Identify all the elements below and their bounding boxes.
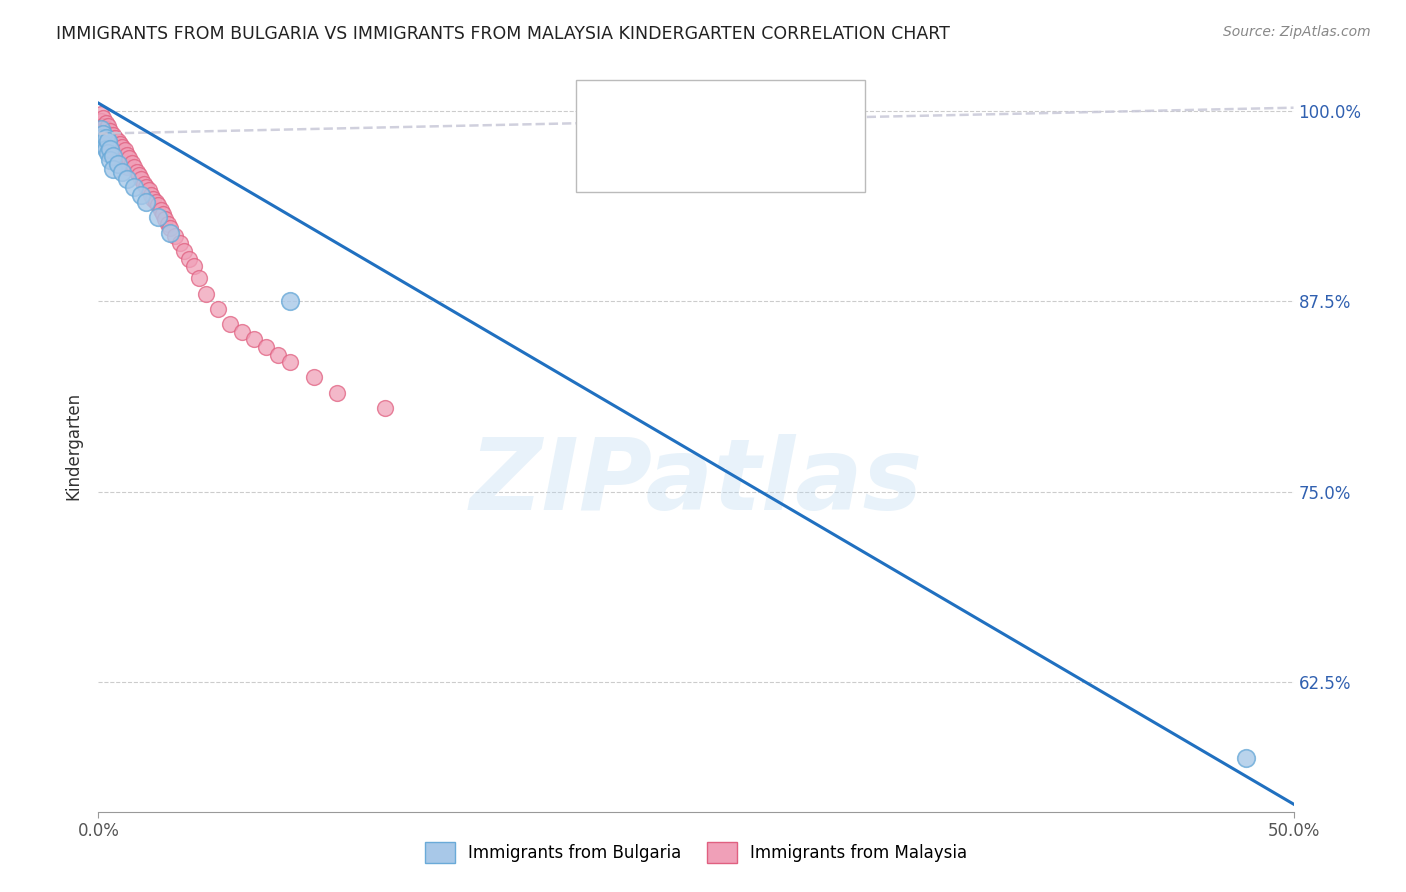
Point (107, 157, 129, 171)
Point (101, 149, 124, 163)
Point (142, 192, 165, 206)
Point (131, 187, 153, 202)
Point (91, 119, 114, 133)
Point (207, 301, 229, 316)
Point (128, 168, 150, 182)
Point (187, 271, 209, 285)
Point (98, 138, 122, 153)
Point (104, 131, 127, 145)
Point (139, 187, 162, 202)
Point (131, 172, 153, 186)
Point (111, 140, 134, 154)
Legend: Immigrants from Bulgaria, Immigrants from Malaysia: Immigrants from Bulgaria, Immigrants fro… (418, 836, 974, 869)
Point (243, 332, 266, 346)
Point (114, 144, 136, 158)
Point (94, 122, 117, 136)
Point (254, 340, 277, 354)
Point (97, 134, 120, 148)
Point (111, 165, 134, 179)
Point (219, 317, 242, 331)
Point (374, 401, 396, 415)
Point (231, 325, 253, 339)
Point (1234, 751, 1257, 765)
Point (278, 355, 301, 369)
Point (104, 142, 127, 156)
Point (173, 244, 195, 258)
Point (91, 127, 114, 141)
Text: IMMIGRANTS FROM BULGARIA VS IMMIGRANTS FROM MALAYSIA KINDERGARTEN CORRELATION CH: IMMIGRANTS FROM BULGARIA VS IMMIGRANTS F… (56, 25, 950, 43)
Y-axis label: Kindergarten: Kindergarten (65, 392, 83, 500)
Point (302, 370, 325, 384)
Point (132, 177, 155, 191)
Point (135, 195, 157, 210)
Point (98, 131, 122, 145)
Point (101, 137, 124, 152)
Point (108, 149, 131, 163)
Point (138, 183, 160, 197)
Point (115, 148, 138, 162)
Text: ZIPatlas: ZIPatlas (470, 434, 922, 531)
Point (145, 195, 167, 210)
Point (159, 221, 181, 235)
Point (90, 131, 112, 145)
Point (91, 137, 114, 152)
Point (97, 134, 120, 148)
Point (135, 180, 157, 194)
Point (97, 119, 120, 133)
Text: Source: ZipAtlas.com: Source: ZipAtlas.com (1223, 25, 1371, 39)
Point (98, 153, 122, 167)
Text: R = -0.951   N = 22: R = -0.951 N = 22 (640, 114, 846, 132)
Point (115, 172, 138, 186)
Point (121, 155, 143, 169)
Point (94, 142, 117, 156)
Text: R =  0.103   N = 63: R = 0.103 N = 63 (640, 150, 846, 168)
Point (107, 134, 129, 148)
Point (118, 151, 141, 165)
Point (107, 145, 129, 159)
Point (98, 142, 122, 156)
Point (90, 122, 112, 136)
Point (91, 112, 114, 126)
Point (326, 385, 349, 400)
Point (90, 107, 112, 121)
Point (94, 131, 117, 145)
Point (94, 116, 117, 130)
Point (90, 122, 112, 136)
Point (97, 127, 120, 141)
Point (125, 165, 148, 179)
Point (163, 228, 186, 243)
Point (159, 226, 181, 240)
Point (156, 217, 179, 231)
Point (124, 180, 146, 194)
Point (148, 198, 170, 212)
Point (91, 127, 114, 141)
Point (278, 294, 301, 309)
Point (267, 348, 290, 362)
Point (152, 207, 174, 221)
Point (148, 211, 170, 225)
Point (183, 259, 205, 273)
Point (179, 252, 201, 266)
Point (108, 137, 131, 152)
Point (101, 128, 124, 143)
Point (90, 114, 112, 128)
Point (94, 129, 117, 144)
Point (111, 153, 134, 167)
Point (115, 160, 138, 174)
Point (195, 286, 218, 301)
Point (155, 211, 177, 226)
Point (101, 161, 124, 176)
Point (98, 123, 122, 137)
Point (97, 146, 120, 161)
Point (149, 202, 172, 217)
Point (124, 160, 146, 174)
Point (169, 236, 191, 251)
